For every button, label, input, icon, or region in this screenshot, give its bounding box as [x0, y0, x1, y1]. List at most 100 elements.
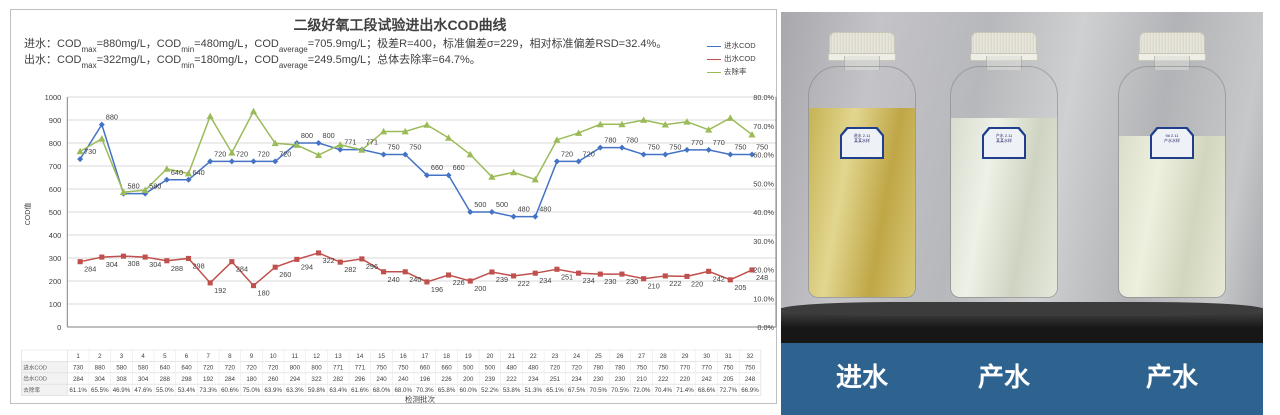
svg-text:检测批次: 检测批次: [405, 394, 435, 404]
svg-text:770: 770: [701, 364, 712, 371]
svg-text:200: 200: [474, 284, 486, 293]
svg-text:52.2%: 52.2%: [481, 387, 499, 394]
svg-text:72.7%: 72.7%: [720, 387, 738, 394]
svg-text:240: 240: [388, 275, 400, 284]
svg-text:31: 31: [725, 353, 732, 360]
svg-text:720: 720: [225, 364, 236, 371]
svg-text:251: 251: [561, 272, 573, 281]
svg-text:750: 750: [398, 364, 409, 371]
svg-text:800: 800: [290, 364, 301, 371]
svg-text:750: 750: [669, 143, 681, 152]
svg-text:308: 308: [127, 259, 139, 268]
svg-text:180: 180: [246, 376, 257, 383]
svg-text:53.4%: 53.4%: [178, 387, 196, 394]
svg-text:70.3%: 70.3%: [416, 387, 434, 394]
svg-text:70.5%: 70.5%: [611, 387, 629, 394]
svg-text:51.3%: 51.3%: [524, 387, 542, 394]
svg-text:222: 222: [518, 279, 530, 288]
svg-text:750: 750: [409, 143, 421, 152]
svg-text:308: 308: [116, 376, 127, 383]
svg-text:4: 4: [141, 353, 145, 360]
svg-text:196: 196: [420, 376, 431, 383]
svg-text:284: 284: [73, 376, 84, 383]
svg-text:65.1%: 65.1%: [546, 387, 564, 394]
svg-text:600: 600: [49, 185, 62, 194]
svg-text:720: 720: [203, 364, 214, 371]
svg-text:226: 226: [441, 376, 452, 383]
svg-text:11: 11: [292, 353, 299, 360]
svg-text:750: 750: [658, 364, 669, 371]
svg-text:284: 284: [236, 265, 248, 274]
svg-text:230: 230: [604, 277, 616, 286]
svg-text:720: 720: [258, 149, 270, 158]
svg-text:242: 242: [713, 274, 725, 283]
svg-text:196: 196: [431, 285, 443, 294]
svg-text:16: 16: [400, 353, 407, 360]
svg-text:660: 660: [431, 163, 443, 172]
svg-text:240: 240: [398, 376, 409, 383]
svg-text:780: 780: [615, 364, 626, 371]
svg-text:251: 251: [550, 376, 561, 383]
svg-text:260: 260: [279, 270, 291, 279]
svg-text:750: 750: [745, 364, 756, 371]
svg-text:880: 880: [106, 113, 118, 122]
svg-text:770: 770: [713, 138, 725, 147]
svg-text:300: 300: [49, 254, 62, 263]
svg-text:660: 660: [441, 364, 452, 371]
svg-text:770: 770: [680, 364, 691, 371]
svg-text:46.9%: 46.9%: [113, 387, 131, 394]
svg-text:70.0%: 70.0%: [753, 122, 774, 131]
svg-text:出水COD: 出水COD: [23, 375, 47, 383]
svg-text:230: 230: [626, 277, 638, 286]
svg-text:800: 800: [49, 139, 62, 148]
svg-text:640: 640: [181, 364, 192, 371]
svg-text:239: 239: [485, 376, 496, 383]
svg-text:234: 234: [583, 276, 595, 285]
svg-text:24: 24: [573, 353, 580, 360]
svg-text:242: 242: [701, 376, 712, 383]
svg-text:580: 580: [127, 182, 139, 191]
svg-text:226: 226: [453, 278, 465, 287]
svg-text:750: 750: [648, 143, 660, 152]
svg-text:71.4%: 71.4%: [676, 387, 694, 394]
svg-text:60.0%: 60.0%: [753, 151, 774, 160]
svg-text:65.8%: 65.8%: [438, 387, 456, 394]
svg-text:500: 500: [474, 200, 486, 209]
svg-text:210: 210: [648, 282, 660, 291]
svg-text:100: 100: [49, 300, 62, 309]
svg-text:63.4%: 63.4%: [329, 387, 347, 394]
svg-text:222: 222: [658, 376, 669, 383]
svg-text:700: 700: [49, 162, 62, 171]
svg-text:284: 284: [225, 376, 236, 383]
svg-text:29: 29: [682, 353, 689, 360]
svg-text:500: 500: [485, 364, 496, 371]
svg-text:13: 13: [335, 353, 342, 360]
svg-text:720: 720: [550, 364, 561, 371]
svg-text:30.0%: 30.0%: [753, 237, 774, 246]
svg-text:720: 720: [236, 149, 248, 158]
svg-text:304: 304: [149, 260, 161, 269]
svg-text:20.0%: 20.0%: [753, 266, 774, 275]
svg-text:640: 640: [160, 364, 171, 371]
svg-text:53.8%: 53.8%: [503, 387, 521, 394]
svg-text:63.3%: 63.3%: [286, 387, 304, 394]
svg-text:322: 322: [311, 376, 322, 383]
svg-text:248: 248: [745, 376, 756, 383]
svg-text:47.6%: 47.6%: [134, 387, 152, 394]
svg-text:230: 230: [593, 376, 604, 383]
svg-text:304: 304: [106, 260, 118, 269]
svg-text:771: 771: [366, 138, 378, 147]
svg-text:288: 288: [160, 376, 171, 383]
svg-text:205: 205: [734, 283, 746, 292]
svg-text:200: 200: [49, 277, 62, 286]
svg-text:294: 294: [301, 262, 313, 271]
svg-text:322: 322: [323, 256, 335, 265]
svg-text:282: 282: [333, 376, 344, 383]
svg-text:288: 288: [171, 264, 183, 273]
svg-text:14: 14: [356, 353, 363, 360]
svg-text:73.3%: 73.3%: [199, 387, 217, 394]
svg-text:0.0%: 0.0%: [757, 323, 774, 332]
svg-text:32: 32: [747, 353, 754, 360]
svg-text:800: 800: [301, 131, 313, 140]
svg-text:480: 480: [528, 364, 539, 371]
